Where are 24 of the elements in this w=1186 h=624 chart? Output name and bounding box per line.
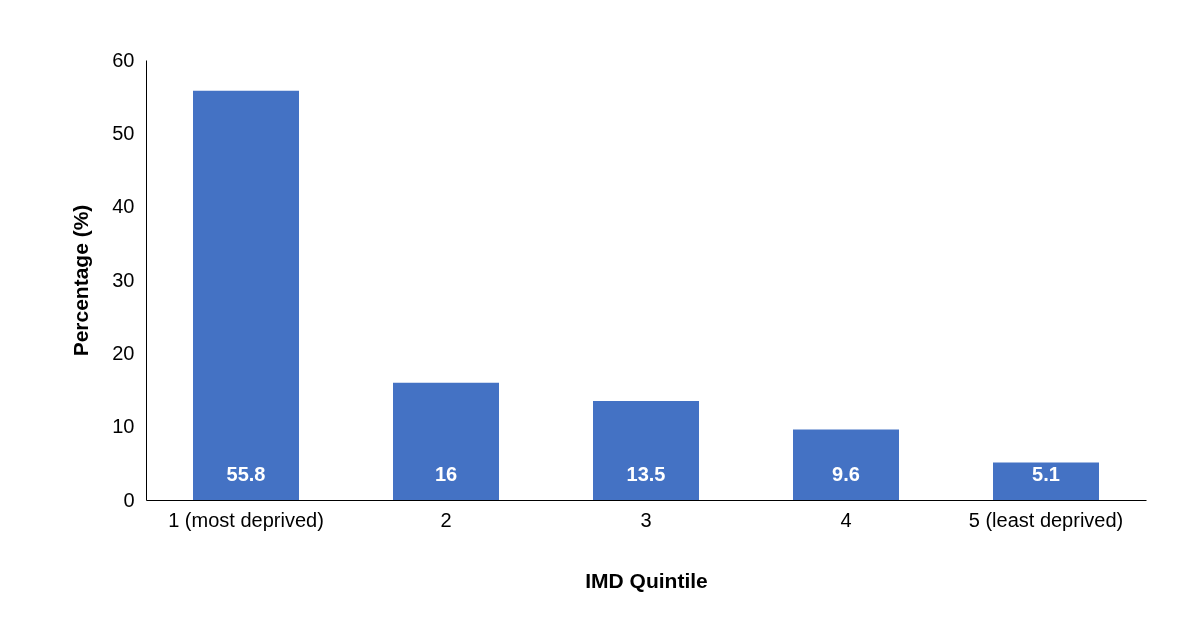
bar	[593, 401, 699, 500]
y-tick-label: 30	[112, 268, 135, 291]
y-tick-label: 40	[112, 195, 135, 218]
y-tick-label: 0	[123, 488, 135, 511]
data-label: 9.6	[832, 463, 860, 485]
data-label: 5.1	[1032, 463, 1060, 485]
y-tick-label: 50	[112, 121, 135, 144]
bar	[193, 90, 299, 500]
x-tick-label: 1 (most deprived)	[168, 508, 324, 531]
bar	[993, 462, 1099, 500]
bar	[393, 382, 499, 500]
x-axis-title: IMD Quintile	[585, 568, 708, 592]
data-label: 16	[434, 463, 458, 485]
y-axis-title: Percentage (%)	[69, 204, 93, 357]
data-label: 13.5	[626, 463, 666, 485]
x-tick-label: 5 (least deprived)	[968, 508, 1124, 531]
x-tick-label: 2	[440, 508, 452, 531]
y-tick-label: 20	[112, 341, 135, 364]
y-tick-label: 60	[112, 48, 135, 71]
data-label: 55.8	[226, 463, 266, 485]
x-tick-label: 3	[640, 508, 652, 531]
bar	[793, 429, 899, 500]
x-tick-label: 4	[840, 508, 852, 531]
y-tick-label: 10	[112, 415, 135, 438]
